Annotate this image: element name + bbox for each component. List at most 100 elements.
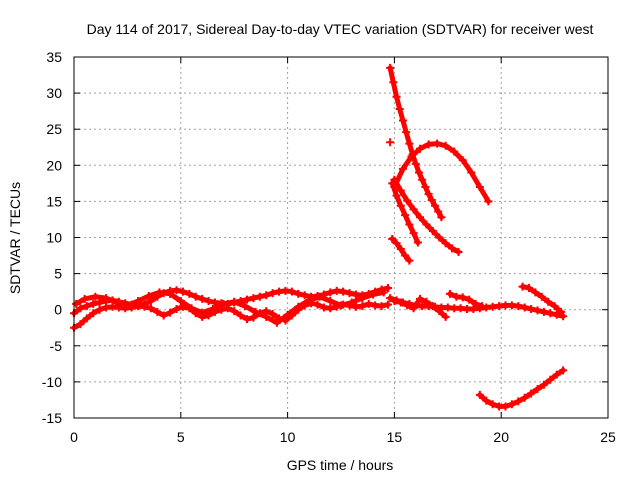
data-point	[326, 304, 335, 313]
y-tick-label: -10	[42, 374, 62, 390]
y-tick-label: 0	[54, 302, 62, 318]
data-point	[546, 375, 555, 384]
data-point	[430, 201, 439, 210]
chart-title: Day 114 of 2017, Sidereal Day-to-day VTE…	[87, 21, 594, 37]
data-point	[520, 393, 529, 402]
data-point	[396, 245, 405, 254]
data-point	[392, 239, 401, 248]
data-point	[95, 298, 104, 307]
data-series	[388, 234, 414, 265]
data-point	[395, 104, 404, 113]
data-series	[388, 179, 422, 247]
data-point	[531, 288, 540, 297]
data-point	[249, 313, 258, 322]
data-series	[390, 294, 450, 321]
data-point	[208, 304, 217, 313]
data-point	[482, 396, 491, 405]
data-point	[369, 290, 378, 299]
data-point	[383, 300, 392, 309]
data-point	[435, 307, 444, 316]
y-tick-label: 30	[46, 85, 62, 101]
data-point	[402, 128, 411, 137]
data-point	[230, 297, 239, 306]
data-point	[403, 301, 412, 310]
data-point	[527, 304, 536, 313]
x-tick-label: 0	[70, 429, 78, 445]
data-point	[146, 297, 155, 306]
data-point	[166, 308, 175, 317]
data-point	[418, 175, 427, 184]
data-point	[198, 294, 207, 303]
data-point	[518, 282, 527, 291]
data-point	[388, 234, 397, 243]
data-point	[427, 195, 436, 204]
data-point	[458, 293, 467, 302]
data-point	[392, 92, 401, 101]
data-point	[76, 304, 85, 313]
data-point	[458, 156, 467, 165]
data-point	[416, 213, 425, 222]
data-point	[255, 292, 264, 301]
data-point	[477, 302, 486, 311]
data-point	[524, 284, 533, 293]
data-point	[243, 295, 252, 304]
data-point	[95, 305, 104, 314]
data-series	[386, 63, 446, 222]
data-series	[390, 175, 463, 256]
data-point	[176, 297, 185, 306]
data-point	[155, 288, 164, 297]
data-point	[294, 302, 303, 311]
data-point	[433, 139, 442, 148]
data-point	[89, 299, 98, 308]
data-point	[386, 138, 395, 147]
data-point	[383, 284, 392, 293]
data-point	[550, 302, 559, 311]
data-point	[559, 366, 568, 375]
data-point	[416, 294, 425, 303]
data-point	[123, 301, 132, 310]
data-point	[82, 302, 91, 311]
data-point	[262, 291, 271, 300]
data-point	[358, 294, 367, 303]
data-point	[140, 302, 149, 311]
data-point	[520, 303, 529, 312]
data-point	[533, 385, 542, 394]
data-point	[166, 289, 175, 298]
x-tick-label: 20	[493, 429, 509, 445]
data-point	[409, 205, 418, 214]
data-point	[219, 299, 228, 308]
data-point	[240, 302, 249, 311]
data-point	[390, 297, 399, 306]
data-point	[313, 300, 322, 309]
y-axis-label: SDTVAR / TECUs	[7, 182, 23, 294]
data-point	[178, 287, 187, 296]
data-point	[405, 256, 414, 265]
data-point	[172, 304, 181, 313]
y-tick-label: 15	[46, 193, 62, 209]
data-point	[398, 164, 407, 173]
data-point	[448, 244, 457, 253]
data-point	[134, 297, 143, 306]
data-point	[294, 289, 303, 298]
data-point	[339, 287, 348, 296]
data-series	[445, 289, 486, 311]
data-point	[249, 294, 258, 303]
y-tick-label: 35	[46, 49, 62, 65]
plot-frame	[73, 56, 609, 419]
data-point	[243, 315, 252, 324]
data-point	[112, 298, 121, 307]
series-trace	[391, 141, 491, 204]
data-point	[546, 309, 555, 318]
data-point	[80, 294, 89, 303]
data-point	[153, 307, 162, 316]
data-point	[396, 298, 405, 307]
data-point	[345, 289, 354, 298]
data-point	[475, 182, 484, 191]
data-point	[388, 179, 397, 188]
data-point	[89, 309, 98, 318]
ticks-layer: 0 5 10 15 20 25 -15 -10 -5 0 5 10 15 20 25 30 35	[42, 49, 616, 445]
y-tick-label: -15	[42, 410, 62, 426]
data-point	[454, 247, 463, 256]
